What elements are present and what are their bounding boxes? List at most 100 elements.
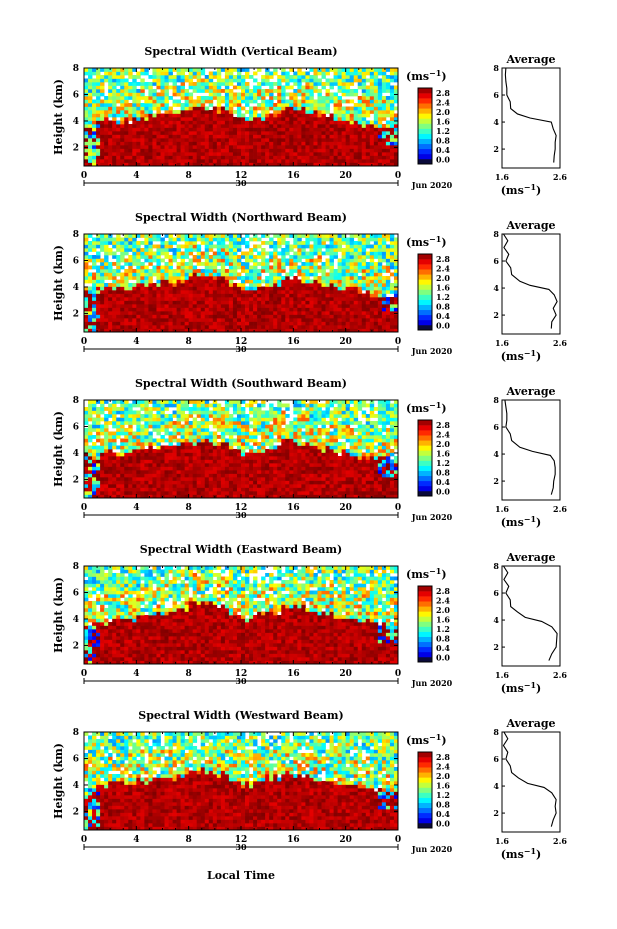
heatmap-cell [329, 131, 334, 135]
heatmap-cell [144, 134, 149, 139]
heatmap-cell [184, 120, 190, 125]
heatmap-cell [245, 110, 250, 114]
heatmap-cell [120, 311, 125, 315]
heatmap-cell [96, 477, 101, 481]
heatmap-cell [100, 138, 105, 142]
heatmap-cell [224, 286, 230, 291]
heatmap-cell [317, 276, 322, 280]
heatmap-cell [365, 131, 371, 135]
heatmap-cell [96, 470, 101, 474]
heatmap-cell [265, 283, 270, 287]
heatmap-cell [180, 141, 185, 146]
heatmap-cell [261, 145, 266, 149]
heatmap-cell [156, 237, 161, 242]
heatmap-cell [168, 403, 173, 408]
heatmap-cell [144, 311, 149, 315]
heatmap-cell [196, 159, 202, 163]
heatmap-cell [301, 148, 306, 153]
heatmap-cell [369, 155, 375, 160]
heatmap-cell [313, 269, 318, 273]
heatmap-cell [232, 276, 238, 280]
heatmap-cell [116, 265, 121, 270]
heatmap-cell [301, 311, 306, 315]
heatmap-cell [148, 417, 153, 422]
heatmap-cell [273, 152, 278, 156]
heatmap-cell [136, 300, 141, 305]
heatmap-cell [361, 159, 367, 163]
heatmap-cell [357, 258, 363, 263]
heatmap-cell [357, 138, 363, 142]
heatmap-cell [156, 452, 161, 457]
heatmap-cell [297, 272, 302, 277]
heatmap-cell [168, 78, 173, 83]
heatmap-cell [88, 272, 93, 277]
heatmap-cell [381, 300, 387, 305]
heatmap-cell [289, 314, 294, 319]
colorbar-tick-label: 1.2 [436, 292, 450, 302]
heatmap-cell [216, 272, 222, 277]
heatmap-cell [285, 124, 290, 128]
heatmap-cell [168, 152, 173, 156]
heatmap-cell [136, 466, 141, 471]
heatmap-cell [176, 424, 181, 429]
heatmap-cell [124, 96, 129, 100]
heatmap-cell [164, 314, 169, 319]
heatmap-cell [116, 480, 121, 485]
heatmap-cell [257, 325, 262, 329]
heatmap-cell [184, 452, 190, 457]
heatmap-cell [236, 82, 242, 86]
heatmap-cell [168, 134, 173, 139]
heatmap-cell [104, 449, 109, 453]
heatmap-cell [144, 286, 149, 291]
heatmap-cell [148, 251, 153, 256]
heatmap-cell [373, 148, 379, 153]
heatmap-cell [341, 131, 347, 135]
heatmap-cell [140, 110, 145, 114]
heatmap-cell [309, 159, 314, 163]
heatmap-cell [313, 307, 318, 312]
heatmap-cell [373, 283, 379, 287]
heatmap-cell [208, 113, 214, 118]
heatmap-cell [373, 311, 379, 315]
heatmap-cell [293, 155, 298, 160]
heatmap-cell [269, 244, 274, 249]
heatmap-cell [369, 237, 375, 242]
heatmap-cell [124, 68, 129, 72]
heatmap-cell [200, 110, 206, 114]
heatmap-cell [196, 234, 202, 238]
heatmap-cell [301, 286, 306, 291]
heatmap-cell [273, 251, 278, 256]
heatmap-cell [148, 307, 153, 312]
heatmap-cell [96, 449, 101, 453]
heatmap-cell [309, 106, 314, 111]
heatmap-cell [144, 463, 149, 467]
heatmap-cell [236, 321, 242, 326]
heatmap-cell [140, 159, 145, 163]
heatmap-cell [220, 325, 226, 329]
heatmap-cell [176, 400, 181, 404]
heatmap-cell [349, 258, 355, 263]
heatmap-cell [204, 75, 210, 79]
heatmap-cell [277, 269, 282, 273]
heatmap-cell [180, 103, 185, 107]
heatmap-cell [92, 124, 97, 128]
heatmap-cell [164, 456, 169, 460]
heatmap-cell [148, 248, 153, 252]
heatmap-cell [148, 311, 153, 315]
heatmap-cell [228, 325, 234, 329]
heatmap-cell [224, 124, 230, 128]
heatmap-cell [132, 251, 137, 256]
heatmap-cell [377, 106, 383, 111]
heatmap-cell [204, 241, 210, 245]
heatmap-cell [321, 304, 326, 308]
heatmap-cell [365, 304, 371, 308]
heatmap-cell [236, 106, 242, 111]
heatmap-cell [345, 89, 351, 93]
heatmap-cell [124, 293, 129, 298]
heatmap-cell [120, 96, 125, 100]
heatmap-cell [136, 297, 141, 301]
heatmap-cell [104, 251, 109, 256]
heatmap-cell [188, 463, 194, 467]
heatmap-cell [281, 307, 286, 312]
heatmap-cell [249, 152, 254, 156]
